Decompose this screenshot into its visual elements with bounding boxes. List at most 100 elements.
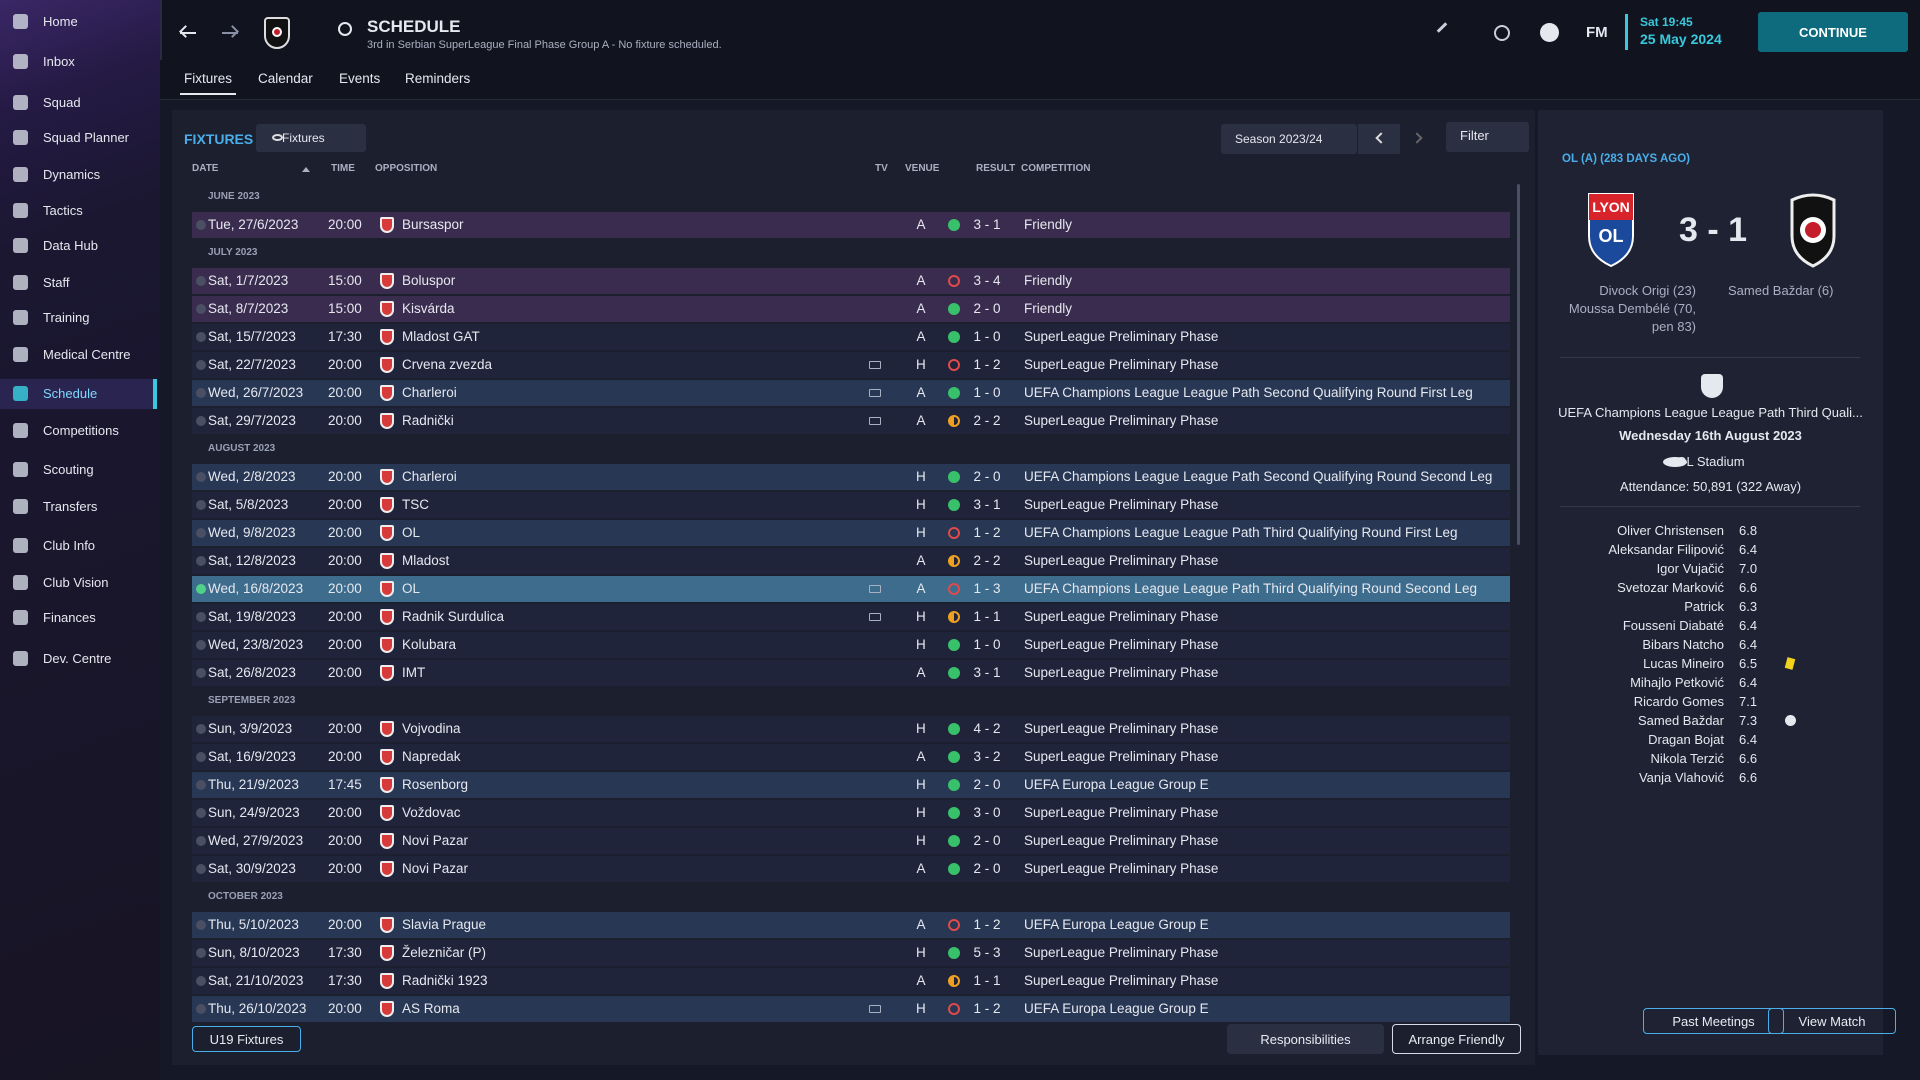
nav-item[interactable]: Medical Centre bbox=[43, 347, 131, 362]
result-dot bbox=[948, 359, 960, 371]
fixture-time: 20:00 bbox=[328, 917, 362, 932]
fixture-venue: H bbox=[916, 1001, 926, 1016]
nav-item[interactable]: Transfers bbox=[43, 499, 98, 514]
row-check bbox=[196, 976, 206, 986]
row-check bbox=[196, 220, 206, 230]
nav-item[interactable]: Competitions bbox=[43, 423, 119, 438]
fixture-row[interactable]: Sat, 26/8/2023 20:00 IMT A 3 - 1 SuperLeague … bbox=[192, 660, 1510, 686]
filter-button[interactable]: Filter bbox=[1446, 122, 1529, 152]
row-check bbox=[196, 360, 206, 370]
fixture-row[interactable]: Wed, 2/8/2023 20:00 Charleroi H 2 - 0 UEFA Ch… bbox=[192, 464, 1510, 490]
player-name: Fousseni Diabaté bbox=[1622, 618, 1724, 633]
fixture-opposition: Mladost GAT bbox=[402, 329, 480, 344]
fixture-row[interactable]: Sun, 8/10/2023 17:30 Železničar (P) H 5 - 3 S… bbox=[192, 940, 1510, 966]
nav-item[interactable]: Staff bbox=[43, 275, 70, 290]
fixture-opposition: Radnički 1923 bbox=[402, 973, 488, 988]
fixture-row[interactable]: Sat, 19/8/2023 20:00 Radnik Surdulica H 1 - … bbox=[192, 604, 1510, 630]
fixture-venue: A bbox=[916, 665, 926, 680]
fixture-row[interactable]: Sat, 30/9/2023 20:00 Novi Pazar A 2 - 0 Super… bbox=[192, 856, 1510, 882]
continue-button[interactable]: CONTINUE bbox=[1758, 12, 1908, 52]
fixture-row[interactable]: Sat, 29/7/2023 20:00 Radnički A 2 - 2 SuperLe… bbox=[192, 408, 1510, 434]
nav-item[interactable]: Dynamics bbox=[43, 167, 101, 182]
column-header: RESULT bbox=[976, 163, 1016, 174]
fixture-date: Tue, 27/6/2023 bbox=[208, 217, 299, 232]
fixture-row[interactable]: Sat, 16/9/2023 20:00 Napredak A 3 - 2 SuperLe… bbox=[192, 744, 1510, 770]
row-check bbox=[196, 556, 206, 566]
fixture-row[interactable]: Sat, 12/8/2023 20:00 Mladost A 2 - 2 SuperLea… bbox=[192, 548, 1510, 574]
fixture-venue: H bbox=[916, 525, 926, 540]
fixture-row[interactable]: Sat, 21/10/2023 17:30 Radnički 1923 A 1 - 1 S… bbox=[192, 968, 1510, 994]
result-dot bbox=[948, 639, 960, 651]
month-header: OCTOBER 2023 bbox=[208, 891, 283, 902]
player-rating: 6.5 bbox=[1739, 656, 1758, 671]
fixture-row[interactable]: Wed, 23/8/2023 20:00 Kolubara H 1 - 0 SuperLe… bbox=[192, 632, 1510, 658]
fixture-row[interactable]: Sat, 8/7/2023 15:00 Kisvárda A 2 - 0 Friendly bbox=[192, 296, 1510, 322]
fixture-row[interactable]: Sat, 1/7/2023 15:00 Boluspor A 3 - 4 Friendly bbox=[192, 268, 1510, 294]
team-badge bbox=[380, 917, 394, 933]
fixture-competition: SuperLeague Preliminary Phase bbox=[1024, 497, 1219, 512]
row-check bbox=[196, 640, 206, 650]
tab[interactable]: Reminders bbox=[405, 71, 471, 86]
match-score: 3 - 1 bbox=[1678, 211, 1748, 249]
fixture-venue: H bbox=[916, 609, 926, 624]
fixture-row[interactable]: Tue, 27/6/2023 20:00 Bursaspor A 3 - 1 Friend… bbox=[192, 212, 1510, 238]
nav-icon bbox=[13, 95, 28, 110]
match-button[interactable]: Past Meetings bbox=[1643, 1008, 1784, 1034]
fixture-result: 1 - 1 bbox=[973, 973, 1001, 988]
competition-icon bbox=[1701, 374, 1723, 398]
nav-item[interactable]: Squad Planner bbox=[43, 130, 130, 145]
player-rating: 6.4 bbox=[1739, 637, 1758, 652]
fixture-result: 1 - 3 bbox=[973, 581, 1001, 596]
fixture-row[interactable]: Wed, 9/8/2023 20:00 OL H 1 - 2 UEFA Champions… bbox=[192, 520, 1510, 546]
tab[interactable]: Calendar bbox=[258, 71, 313, 86]
u19-button[interactable]: U19 Fixtures bbox=[192, 1026, 301, 1052]
section-title: FIXTURES bbox=[184, 131, 254, 147]
fixture-time: 20:00 bbox=[328, 525, 362, 540]
fixture-row[interactable]: Thu, 5/10/2023 20:00 Slavia Prague A 1 - 2 UE… bbox=[192, 912, 1510, 938]
tab[interactable]: Fixtures bbox=[184, 71, 233, 86]
fixture-row[interactable]: Sat, 15/7/2023 17:30 Mladost GAT A 1 - 0 Supe… bbox=[192, 324, 1510, 350]
result-dot bbox=[948, 275, 960, 287]
fixture-row[interactable]: Wed, 26/7/2023 20:00 Charleroi A 1 - 0 UEFA C… bbox=[192, 380, 1510, 406]
fixture-row[interactable]: Wed, 27/9/2023 20:00 Novi Pazar H 2 - 0 Super… bbox=[192, 828, 1510, 854]
nav-item[interactable]: Home bbox=[43, 14, 78, 29]
team-badge bbox=[380, 273, 394, 289]
nav-item[interactable]: Club Vision bbox=[43, 575, 109, 590]
match-button[interactable]: View Match bbox=[1768, 1008, 1896, 1034]
season-dropdown[interactable]: Season 2023/24 bbox=[1221, 124, 1357, 154]
fixture-result: 4 - 2 bbox=[973, 721, 1001, 736]
fixture-row[interactable]: Sat, 22/7/2023 20:00 Crvena zvezda H 1 - 2 Su… bbox=[192, 352, 1510, 378]
fixture-competition: UEFA Champions League League Path Third … bbox=[1024, 525, 1458, 540]
nav-item[interactable]: Scouting bbox=[43, 462, 94, 477]
nav-item[interactable]: Training bbox=[43, 310, 90, 325]
player-name: Patrick bbox=[1684, 599, 1724, 614]
fixture-row[interactable]: Wed, 16/8/2023 20:00 OL A 1 - 3 UEFA Champion… bbox=[192, 576, 1510, 602]
fixture-opposition: Slavia Prague bbox=[402, 917, 487, 932]
row-check bbox=[196, 724, 206, 734]
responsibilities-button[interactable]: Responsibilities bbox=[1227, 1024, 1384, 1054]
tab[interactable]: Events bbox=[339, 71, 381, 86]
fixture-row[interactable]: Sun, 3/9/2023 20:00 Vojvodina H 4 - 2 SuperLe… bbox=[192, 716, 1510, 742]
team-badge bbox=[380, 553, 394, 569]
fixture-row[interactable]: Thu, 26/10/2023 20:00 AS Roma H 1 - 2 UEFA Eu… bbox=[192, 996, 1510, 1022]
fixture-row[interactable]: Thu, 21/9/2023 17:45 Rosenborg H 2 - 0 UEFA E… bbox=[192, 772, 1510, 798]
nav-item[interactable]: Data Hub bbox=[43, 238, 98, 253]
row-check bbox=[196, 388, 206, 398]
fixture-date: Thu, 5/10/2023 bbox=[208, 917, 299, 932]
nav-item[interactable]: Schedule bbox=[43, 386, 98, 401]
fixture-date: Wed, 23/8/2023 bbox=[208, 637, 304, 652]
nav-item[interactable]: Finances bbox=[43, 610, 96, 625]
fixture-date: Sun, 8/10/2023 bbox=[208, 945, 300, 960]
fixture-venue: A bbox=[916, 385, 926, 400]
arrange-friendly-button[interactable]: Arrange Friendly bbox=[1392, 1024, 1521, 1054]
nav-item[interactable]: Squad bbox=[43, 95, 81, 110]
nav-item[interactable]: Inbox bbox=[43, 54, 75, 69]
team-badge bbox=[380, 329, 394, 345]
nav-item[interactable]: Tactics bbox=[43, 203, 83, 218]
fixture-row[interactable]: Sun, 24/9/2023 20:00 Voždovac H 3 - 0 SuperLe… bbox=[192, 800, 1510, 826]
fixture-venue: H bbox=[916, 469, 926, 484]
player-name: Bibars Natcho bbox=[1642, 637, 1724, 652]
nav-item[interactable]: Club Info bbox=[43, 538, 96, 553]
nav-item[interactable]: Dev. Centre bbox=[43, 651, 112, 666]
fixture-row[interactable]: Sat, 5/8/2023 20:00 TSC H 3 - 1 SuperLeague P… bbox=[192, 492, 1510, 518]
